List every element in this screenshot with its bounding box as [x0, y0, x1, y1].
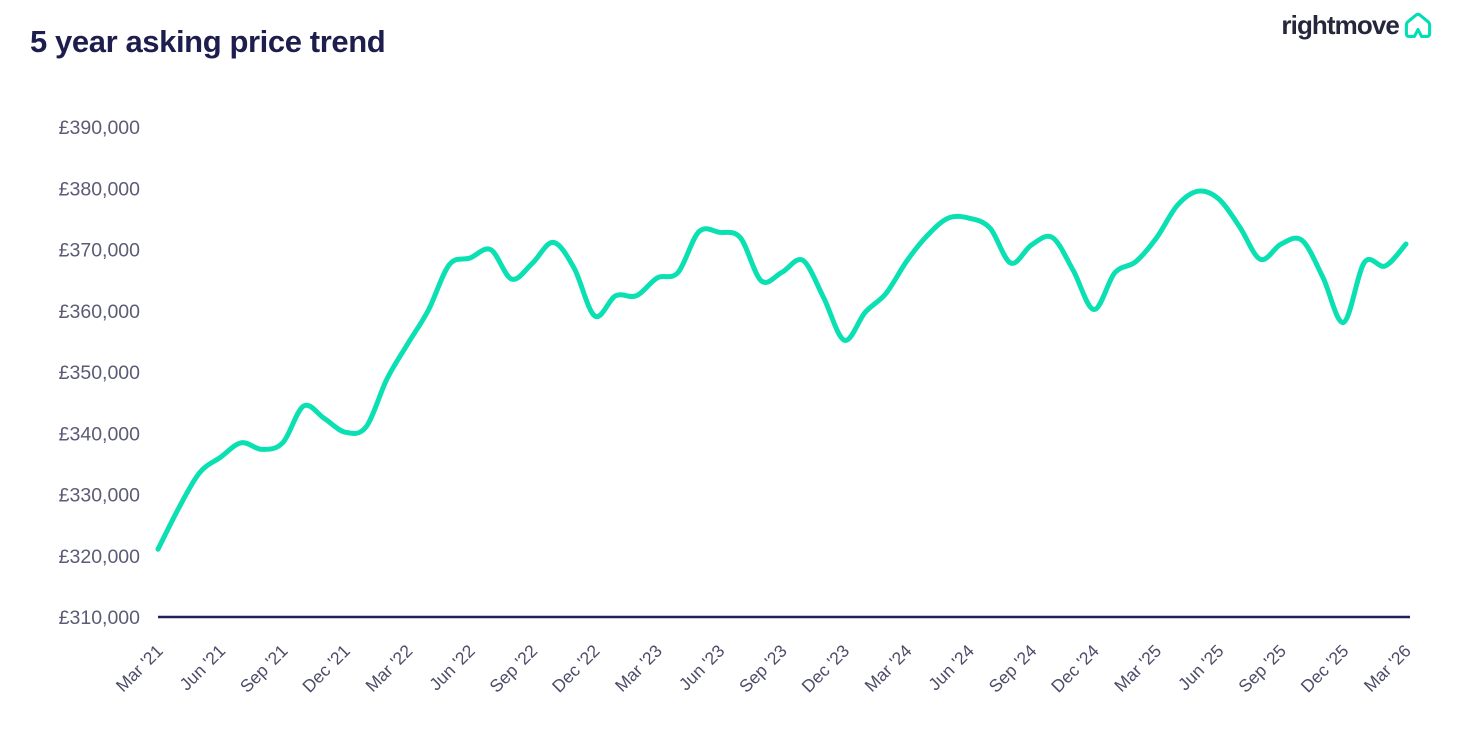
- x-tick-label: Mar '21: [112, 641, 167, 696]
- x-axis-labels: Mar '21 Jun '21 Sep '21 Dec '21 Mar '22 Jun '…: [112, 641, 1415, 697]
- x-tick-label: Sep '24: [985, 641, 1041, 697]
- y-tick-label: £390,000: [59, 117, 140, 139]
- y-tick-label: £340,000: [59, 423, 140, 445]
- x-tick-label: Jun '24: [924, 641, 978, 695]
- x-tick-label: Mar '24: [861, 641, 916, 696]
- rightmove-logo-text: rightmove: [1281, 9, 1399, 40]
- y-tick-label: £310,000: [59, 607, 140, 629]
- x-tick-label: Dec '25: [1297, 641, 1353, 697]
- x-tick-label: Sep '21: [236, 641, 292, 697]
- x-tick-label: Sep '25: [1234, 641, 1290, 697]
- x-tick-label: Dec '24: [1047, 641, 1103, 697]
- page-title: 5 year asking price trend: [30, 24, 386, 59]
- x-tick-label: Jun '25: [1174, 641, 1228, 695]
- x-tick-label: Sep '22: [485, 641, 541, 697]
- price-trend-line: [155, 188, 1409, 552]
- y-tick-label: £380,000: [59, 178, 140, 200]
- y-tick-label: £370,000: [59, 240, 140, 262]
- x-tick-label: Jun '23: [675, 641, 729, 695]
- x-tick-label: Jun '21: [176, 641, 230, 695]
- y-tick-label: £320,000: [59, 546, 140, 568]
- y-tick-label: £330,000: [59, 485, 140, 507]
- x-tick-label: Mar '22: [361, 641, 416, 696]
- rightmove-logo: rightmove: [1281, 9, 1434, 41]
- y-tick-label: £360,000: [59, 301, 140, 323]
- x-tick-label: Dec '23: [798, 641, 854, 697]
- x-tick-label: Jun '22: [425, 641, 479, 695]
- x-tick-label: Mar '25: [1110, 641, 1165, 696]
- x-tick-label: Dec '22: [548, 641, 604, 697]
- x-tick-label: Dec '21: [298, 641, 354, 697]
- rightmove-house-icon: [1402, 9, 1434, 41]
- x-tick-label: Mar '26: [1360, 641, 1415, 696]
- y-tick-label: £350,000: [59, 362, 140, 384]
- x-tick-label: Sep '23: [735, 641, 791, 697]
- y-axis-labels: £390,000 £380,000 £370,000 £360,000 £350,000…: [59, 117, 140, 629]
- x-tick-label: Mar '23: [611, 641, 666, 696]
